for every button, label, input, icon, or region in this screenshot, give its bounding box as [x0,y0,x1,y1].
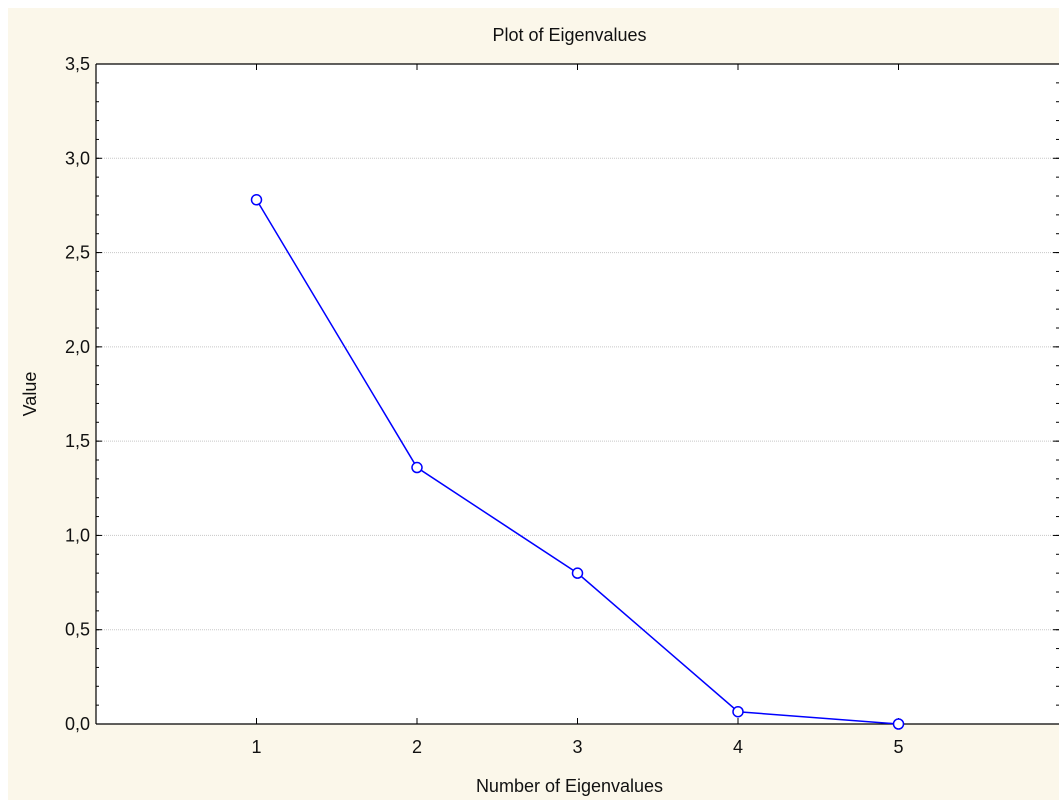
x-tick-label: 3 [572,737,582,757]
y-tick-label: 1,5 [65,431,90,451]
y-tick-label: 2,5 [65,243,90,263]
x-tick-label: 1 [251,737,261,757]
y-axis-label: Value [20,372,40,417]
tick-labels: 0,0 0,5 1,0 1,5 2,0 2,5 3,0 3,5 1 2 3 4 5 [65,54,904,757]
y-tick-label: 0,0 [65,714,90,734]
x-tick-label: 2 [412,737,422,757]
chart-background: 0,0 0,5 1,0 1,5 2,0 2,5 3,0 3,5 1 2 3 4 5 Plot of Ei… [8,8,1059,800]
y-tick-label: 0,5 [65,620,90,640]
plot-area [96,64,1059,724]
data-point [732,705,744,718]
chart-title: Plot of Eigenvalues [492,25,646,45]
y-tick-label: 3,0 [65,148,90,168]
grid-lines [96,157,1059,631]
series-layer [250,194,905,730]
x-tick-label: 5 [893,737,903,757]
x-tick-label: 4 [733,737,743,757]
y-tick-label: 3,5 [65,54,90,74]
x-axis-label: Number of Eigenvalues [476,776,663,796]
y-tick-label: 1,0 [65,525,90,545]
data-point [571,567,584,579]
data-point [411,461,423,474]
eigenvalue-chart: 0,0 0,5 1,0 1,5 2,0 2,5 3,0 3,5 1 2 3 4 5 Plot of Ei… [20,25,1059,796]
data-point [250,194,263,206]
y-tick-label: 2,0 [65,337,90,357]
data-point [892,718,905,730]
